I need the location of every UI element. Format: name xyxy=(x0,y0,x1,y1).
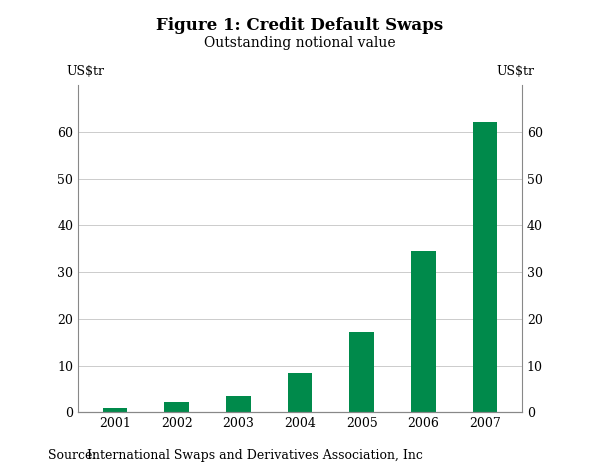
Text: Outstanding notional value: Outstanding notional value xyxy=(204,36,396,50)
Text: Figure 1: Credit Default Swaps: Figure 1: Credit Default Swaps xyxy=(157,17,443,34)
Bar xyxy=(349,332,374,412)
Bar xyxy=(103,408,127,412)
Text: US$tr: US$tr xyxy=(66,65,104,78)
Text: Source:: Source: xyxy=(48,449,97,462)
Bar xyxy=(226,396,251,412)
Text: US$tr: US$tr xyxy=(496,65,534,78)
Bar xyxy=(473,122,497,412)
Bar xyxy=(287,373,313,412)
Bar xyxy=(164,402,189,412)
Bar xyxy=(411,251,436,412)
Text: International Swaps and Derivatives Association, Inc: International Swaps and Derivatives Asso… xyxy=(87,449,423,462)
